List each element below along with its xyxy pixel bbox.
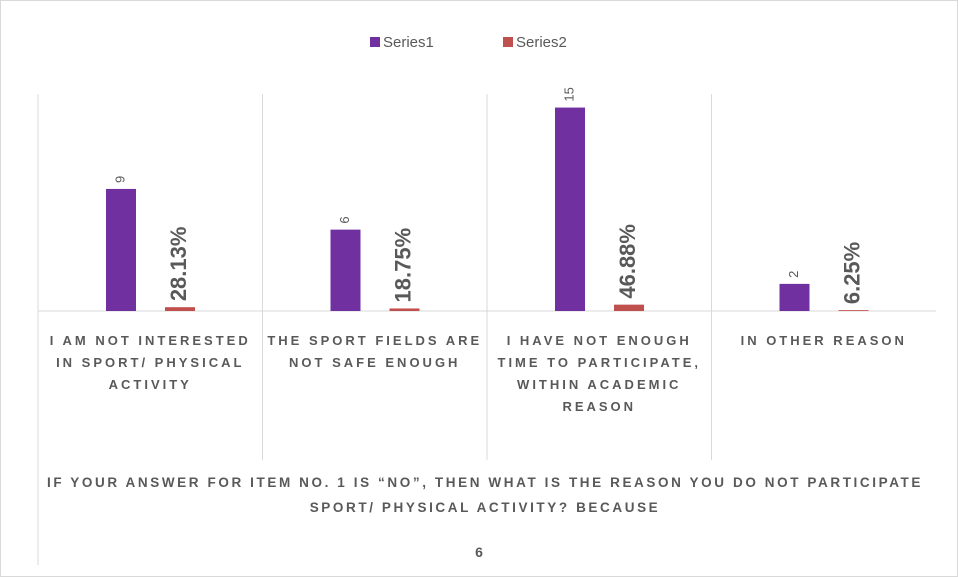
bar [330, 229, 361, 311]
footer: 6 [475, 544, 483, 560]
data-label: 18.75% [390, 228, 415, 303]
legend-label: Series1 [383, 34, 434, 51]
x-tick-label: I HAVE NOT ENOUGH TIME TO PARTICIPATE, W… [497, 333, 701, 414]
data-label: 6 [337, 216, 352, 223]
bar [614, 304, 644, 311]
x-tick-label: IN OTHER REASON [740, 333, 907, 348]
x-axis-title: IF YOUR ANSWER FOR ITEM NO. 1 IS “NO”, T… [46, 475, 924, 515]
bar [555, 107, 585, 311]
data-label: 28.13% [166, 227, 191, 302]
legend-swatch [370, 37, 380, 47]
bar [838, 310, 869, 311]
x-tick-label: THE SPORT FIELDS ARE NOT SAFE ENOUGH [267, 333, 483, 370]
x-tick-label: I AM NOT INTERESTED IN SPORT/ PHYSICAL A… [49, 333, 251, 392]
data-label: 46.88% [615, 224, 640, 299]
data-label: 9 [112, 176, 127, 183]
bar [779, 283, 810, 311]
data-label: 2 [786, 271, 801, 278]
data-label: 6.25% [839, 242, 864, 304]
data-label: 15 [561, 87, 576, 101]
bar [106, 188, 136, 311]
legend-label: Series2 [516, 34, 567, 51]
legend-swatch [503, 37, 513, 47]
bar [389, 308, 420, 311]
bar [165, 307, 195, 311]
